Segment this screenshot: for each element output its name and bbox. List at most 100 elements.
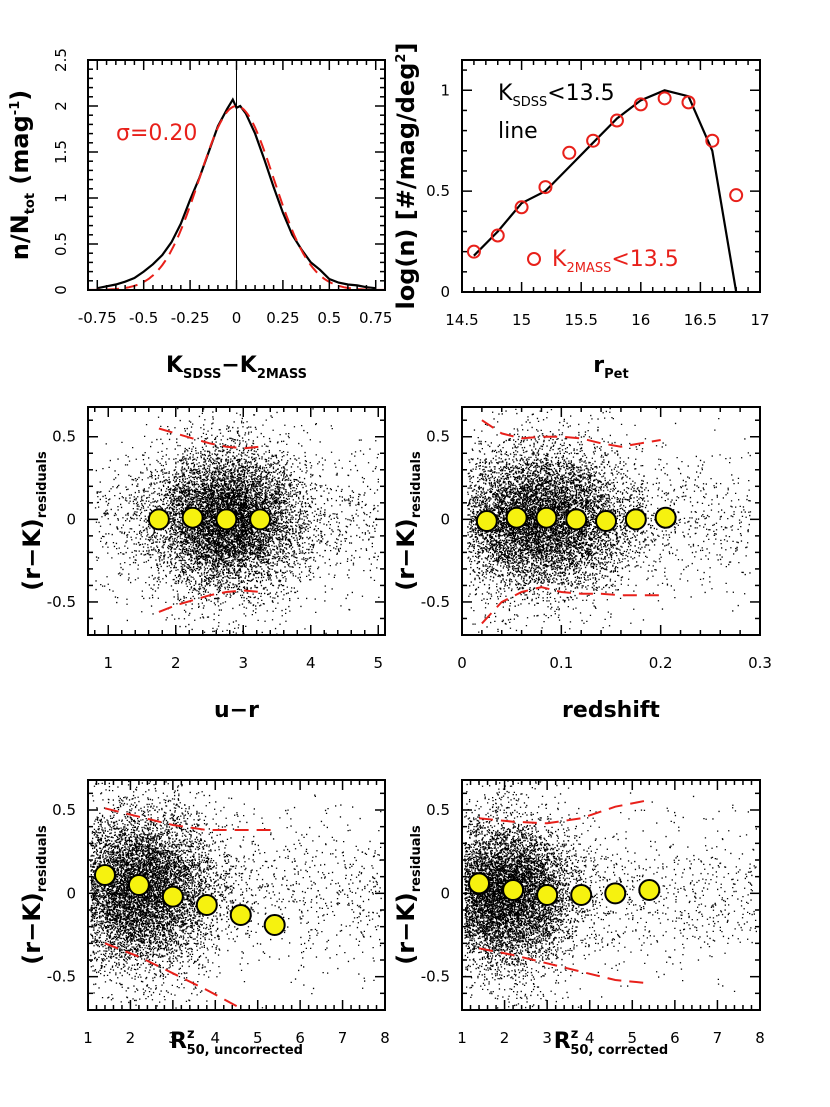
plot-area: [88, 60, 385, 290]
median-point: [263, 914, 286, 936]
y-tick-label: -0.5: [47, 593, 76, 611]
x-tick-label: 5: [253, 1029, 263, 1047]
scatter-points: [90, 780, 382, 1010]
x-tick-label: 4: [211, 1029, 221, 1047]
axes-frame: [461, 779, 761, 1011]
x-axis-label: KSDSS−K2MASS: [166, 353, 307, 382]
plot-area: [464, 780, 757, 1010]
panel-p4: 0 0.1 0.2 0.3 -0.5 0 0.5(r−K)residuals redshift: [392, 406, 772, 723]
x-tick-label: 15: [512, 311, 531, 329]
y-tick-label: 0.5: [52, 232, 70, 256]
y-axis-label: (r−K)residuals: [18, 825, 50, 965]
x-tick-label: 7: [713, 1029, 723, 1047]
x-tick-label: -0.25: [171, 309, 210, 327]
x-tick-label: 4: [306, 654, 316, 672]
y-tick-label: 1: [52, 193, 70, 203]
lower-envelope-line: [478, 947, 650, 985]
panel-p1: -0.75 -0.5 -0.25 0 0.25 0.5 0.75 0 0.5 1 1.5 2 2.5 n/…: [6, 48, 392, 382]
data-point-circle: [609, 113, 624, 128]
x-tick-label: -0.75: [78, 309, 117, 327]
plot-area: [90, 780, 382, 1010]
sigma-annotation: σ=0.20: [116, 121, 197, 146]
y-tick-label: -0.5: [421, 968, 450, 986]
scatter-points: [464, 780, 757, 1010]
y-axis-label: (r−K)residuals: [392, 451, 424, 591]
median-point: [127, 874, 150, 896]
data-point-circle: [633, 97, 648, 112]
axes-frame: [87, 406, 386, 636]
panel-p2: 14.5 15 15.5 16 16.5 17 0 0.5 1 log(n) [#/mag/deg…: [392, 43, 770, 382]
upper-envelope-line: [481, 419, 661, 448]
x-tick-label: 5: [373, 654, 383, 672]
y-axis-label: (r−K)residuals: [392, 825, 424, 965]
x-tick-label: 0: [232, 309, 242, 327]
y-tick-label: 0.5: [426, 428, 450, 446]
x-tick-label: 1: [83, 1029, 93, 1047]
scatter-points: [94, 407, 380, 635]
median-point: [535, 506, 558, 529]
series-line: [473, 89, 738, 292]
x-tick-label: 2: [500, 1029, 510, 1047]
plot-area: [94, 407, 380, 635]
median-point: [181, 506, 204, 529]
median-point: [93, 864, 116, 886]
median-point: [654, 506, 677, 529]
median-point: [624, 508, 647, 531]
median-point: [570, 884, 593, 906]
x-axis-label: Rz 50, uncorrected: [170, 1027, 303, 1058]
y-tick-label: 0: [66, 884, 76, 902]
y-tick-label: 0.5: [52, 801, 76, 819]
legend-line-label-2: line: [498, 119, 538, 144]
y-tick-label: 0: [440, 510, 450, 528]
median-point: [468, 872, 491, 895]
x-axis-label: u−r: [214, 698, 259, 723]
x-tick-label: 1: [457, 1029, 467, 1047]
x-tick-label: 0.5: [317, 309, 341, 327]
x-tick-label: 17: [750, 311, 769, 329]
panel-p6: 1 2 3 4 5 6 7 8 -0.5 0 0.5(r−K)residuals Rz 50, corr…: [392, 779, 765, 1058]
legend-line-label: KSDSS<13.5: [498, 81, 615, 110]
axes-frame: [87, 779, 386, 1011]
x-tick-label: 3: [542, 1029, 552, 1047]
upper-envelope-line: [104, 807, 275, 831]
x-tick-label: 8: [755, 1029, 765, 1047]
x-tick-label: 0.75: [359, 309, 392, 327]
y-axis-label: log(n) [#/mag/deg2]: [392, 43, 420, 310]
median-point: [604, 882, 627, 905]
x-tick-label: 5: [628, 1029, 638, 1047]
y-tick-label: 0.5: [426, 182, 450, 200]
x-tick-label: -0.5: [129, 309, 158, 327]
x-tick-label: 6: [670, 1029, 680, 1047]
median-point: [565, 508, 588, 531]
y-tick-label: 0.5: [426, 801, 450, 819]
x-tick-label: 1: [103, 654, 113, 672]
x-tick-label: 4: [585, 1029, 595, 1047]
x-tick-label: 16: [631, 311, 650, 329]
x-axis-label: rPet: [593, 353, 628, 382]
y-tick-label: 1: [440, 81, 450, 99]
data-point-circle: [729, 188, 744, 203]
median-point: [502, 879, 525, 901]
x-tick-label: 15.5: [564, 311, 597, 329]
y-axis-label: (r−K)residuals: [18, 451, 50, 591]
y-tick-label: 0: [440, 884, 450, 902]
y-tick-label: -0.5: [47, 968, 76, 986]
x-tick-label: 7: [338, 1029, 348, 1047]
y-tick-label: 1.5: [52, 140, 70, 164]
upper-envelope-line: [158, 427, 261, 450]
x-tick-label: 6: [295, 1029, 305, 1047]
upper-envelope-line: [478, 799, 650, 825]
data-point-circle: [538, 180, 553, 195]
x-tick-label: 14.5: [445, 311, 478, 329]
lower-envelope-line: [104, 942, 242, 1010]
data-point-circle: [586, 133, 601, 148]
x-tick-label: 0.1: [549, 654, 573, 672]
median-point: [536, 884, 559, 906]
x-tick-label: 0.25: [266, 309, 299, 327]
median-point: [195, 894, 218, 916]
x-tick-label: 0.3: [748, 654, 772, 672]
y-axis-label: n/Ntot (mag-1): [6, 90, 38, 260]
data-point-circle: [466, 244, 481, 259]
median-point: [215, 508, 238, 531]
median-point: [505, 506, 528, 529]
